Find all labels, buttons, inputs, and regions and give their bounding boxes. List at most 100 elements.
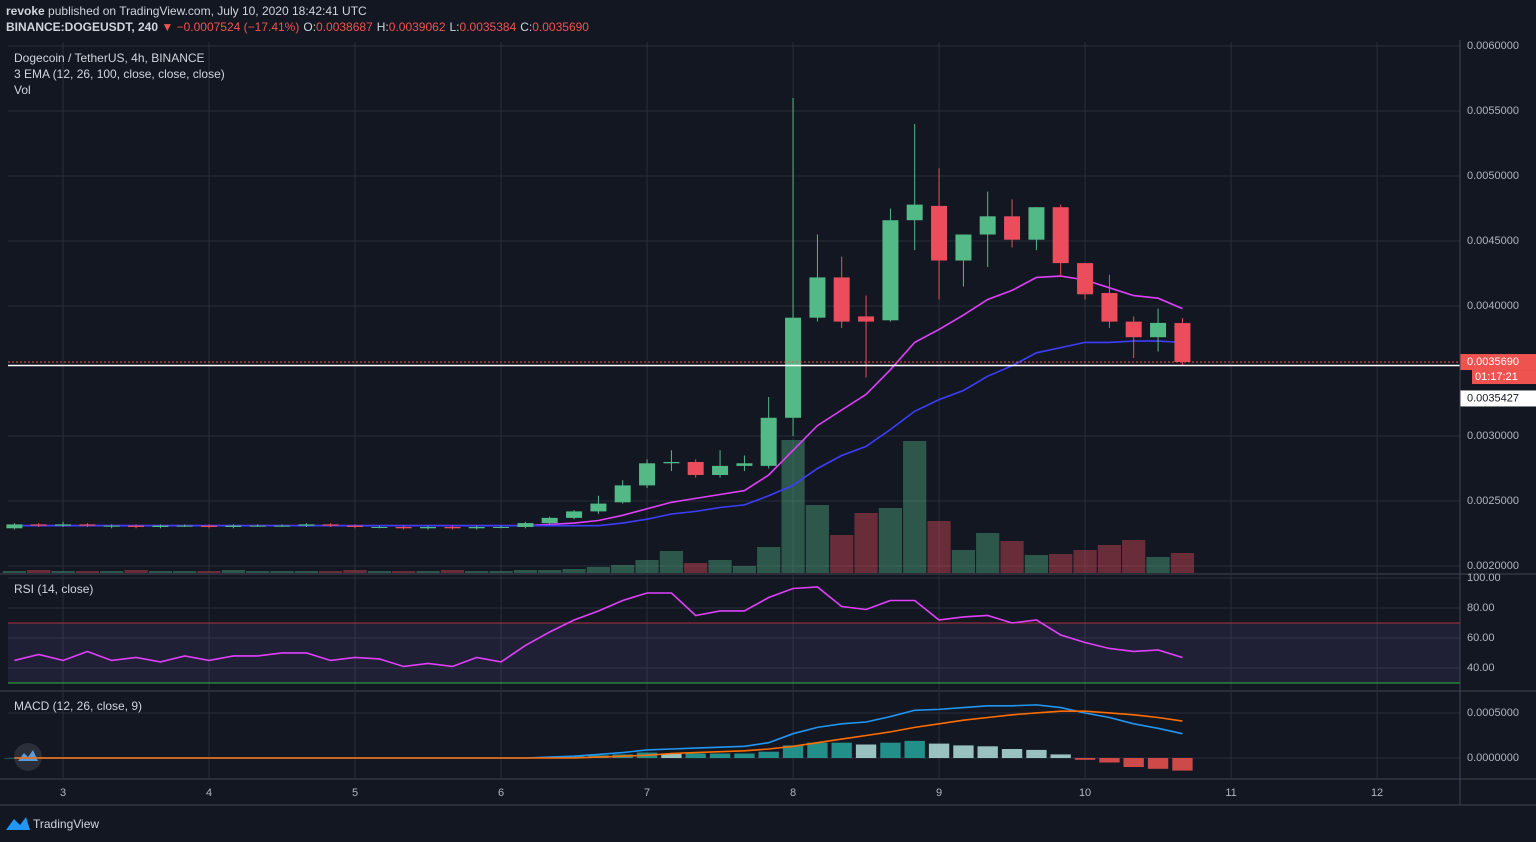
candle-body [103, 525, 120, 527]
candle-body [225, 525, 242, 527]
brand-logo [6, 817, 30, 830]
candle-body [79, 524, 96, 526]
candle-body [493, 526, 510, 528]
volume-bar [124, 570, 148, 573]
volume-bar [75, 571, 100, 573]
histogram-bar [685, 753, 706, 759]
candle-body [590, 503, 607, 512]
candle-body [687, 461, 704, 475]
published: published on TradingView.com, July 10, 2… [48, 4, 367, 18]
x-tick-label: 8 [790, 787, 796, 799]
histogram-bar [977, 746, 998, 759]
histogram-bar [953, 745, 974, 759]
candle-body [371, 526, 388, 528]
candle-body [30, 524, 47, 526]
candle-body [1028, 207, 1045, 240]
volume-bar [319, 571, 343, 573]
candle-body [1004, 216, 1021, 240]
histogram-bar [1172, 758, 1193, 771]
volume-bar [830, 535, 854, 573]
change: ▼ −0.0007524 (−17.41%) [161, 20, 299, 34]
x-tick-label: 9 [936, 787, 942, 799]
pane-title: MACD (12, 26, close, 9) [14, 699, 142, 713]
y-tick-label: 0.0005000 [1467, 707, 1519, 719]
y-tick-label: 0.0050000 [1467, 170, 1519, 182]
volume-bar [781, 440, 805, 573]
volume-bar [927, 521, 951, 573]
volume-bar [148, 571, 173, 573]
ohlc-value: 0.0035690 [532, 20, 589, 34]
volume-bar [27, 570, 51, 573]
candle-body [1101, 293, 1118, 322]
volume-bar [878, 508, 903, 573]
histogram-bar [904, 740, 925, 759]
volume-bar [270, 571, 294, 573]
candle-body [1077, 263, 1094, 295]
histogram-bar [1050, 754, 1071, 759]
histogram-bar [709, 753, 731, 759]
histogram-bar [1074, 758, 1096, 760]
y-tick-label: 0.0000000 [1467, 752, 1519, 764]
candle-body [906, 204, 923, 221]
histogram-bar [831, 742, 852, 759]
candle-body [736, 463, 753, 466]
volume-bar [659, 551, 684, 573]
candle-body [274, 525, 291, 527]
brand: TradingView [6, 817, 99, 831]
volume-bar [903, 441, 927, 573]
histogram-bar [1147, 758, 1169, 769]
candle-body [395, 526, 412, 529]
candle-body [833, 277, 850, 322]
x-tick-label: 4 [206, 787, 212, 799]
line-series [14, 710, 1183, 759]
volume-bar [538, 570, 562, 573]
candle-body [1125, 321, 1142, 338]
volume-bar [392, 571, 416, 573]
candle-body [1052, 207, 1069, 264]
watermark [14, 743, 42, 771]
volume-bar [294, 571, 319, 573]
y-tick-label: 0.0040000 [1467, 300, 1519, 312]
candle-body [955, 234, 972, 261]
volume-bar [513, 570, 538, 573]
candle-body [128, 525, 145, 527]
candle-body [931, 205, 948, 261]
x-tick-label: 6 [498, 787, 504, 799]
candle-body [541, 517, 558, 524]
candle-body [298, 524, 315, 526]
histogram-bar [928, 743, 950, 759]
histogram-bar [1099, 758, 1120, 763]
volume-label: Vol [14, 83, 31, 97]
line-series [14, 586, 1183, 668]
histogram-bar [1026, 749, 1047, 759]
volume-bar [1122, 540, 1146, 573]
volume-bar [343, 570, 367, 573]
volume-bar [684, 563, 708, 573]
candle-body [152, 525, 169, 527]
ohlc-key: O: [303, 20, 316, 34]
candle-body [201, 525, 218, 527]
header-line: revoke published on TradingView.com, Jul… [6, 4, 367, 18]
volume-bar [2, 571, 27, 573]
volume-bar [173, 571, 197, 573]
symbol: BINANCE:DOGEUSDT, 240 [6, 20, 158, 34]
volume-bar [197, 571, 221, 573]
candle-body [760, 417, 777, 466]
volume-bar [100, 571, 124, 573]
candle-body [347, 525, 364, 527]
candle-body [420, 526, 437, 529]
volume-bar [1024, 555, 1049, 573]
candle-body [322, 524, 339, 526]
volume-bar [416, 571, 440, 573]
volume-bar [489, 571, 513, 573]
price-label-box [1460, 354, 1536, 371]
candle-body [468, 526, 485, 529]
volume-bar [1146, 557, 1170, 573]
candle-body [639, 463, 656, 486]
pane-title: RSI (14, close) [14, 582, 93, 596]
candle-body [517, 523, 534, 527]
volume-bar [635, 560, 659, 573]
volume-bar [732, 566, 757, 573]
candle-body [712, 465, 729, 475]
